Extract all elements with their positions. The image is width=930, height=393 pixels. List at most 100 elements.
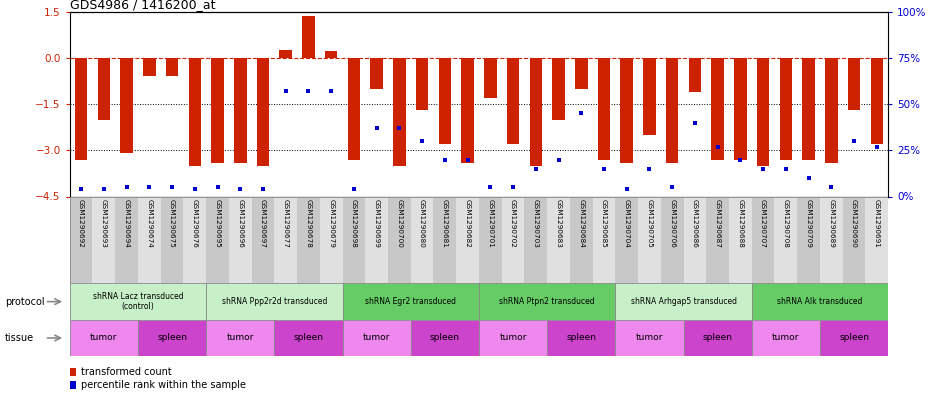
Bar (274, 196, 297, 283)
Text: GSM1290707: GSM1290707 (760, 199, 766, 248)
Bar (620, 58, 633, 163)
Text: GSM1290706: GSM1290706 (670, 199, 675, 248)
Point (642, 166, 657, 172)
Bar (189, 58, 201, 166)
Text: GSM1290691: GSM1290691 (874, 199, 880, 248)
Point (210, 184, 225, 190)
Point (778, 166, 793, 172)
Bar (688, 58, 701, 92)
Text: shRNA Arhgap5 transduced: shRNA Arhgap5 transduced (631, 297, 737, 306)
Bar (820, 196, 843, 283)
Text: spleen: spleen (430, 334, 459, 342)
Text: GSM1290686: GSM1290686 (692, 199, 698, 248)
Bar (479, 196, 501, 283)
Text: GSM1290689: GSM1290689 (829, 199, 834, 248)
Bar (98, 58, 110, 119)
Bar (457, 196, 479, 283)
Text: GSM1290692: GSM1290692 (78, 199, 84, 248)
Bar (70, 283, 206, 320)
Text: GSM1290698: GSM1290698 (351, 199, 357, 248)
Text: GSM1290685: GSM1290685 (601, 199, 607, 248)
Bar (507, 58, 519, 144)
Bar (393, 58, 405, 166)
Bar (757, 58, 769, 166)
Text: tumor: tumor (227, 334, 254, 342)
Point (347, 186, 362, 192)
Text: shRNA Ppp2r2d transduced: shRNA Ppp2r2d transduced (221, 297, 327, 306)
Text: protocol: protocol (5, 297, 45, 307)
Text: GSM1290688: GSM1290688 (737, 199, 743, 248)
Text: GDS4986 / 1416200_at: GDS4986 / 1416200_at (70, 0, 215, 11)
Bar (547, 320, 616, 356)
Bar (416, 58, 429, 110)
Text: tumor: tumor (499, 334, 526, 342)
Text: transformed count: transformed count (81, 367, 172, 377)
Bar (257, 58, 269, 166)
Bar (570, 196, 592, 283)
Text: percentile rank within the sample: percentile rank within the sample (81, 380, 246, 390)
Text: shRNA Ptpn2 transduced: shRNA Ptpn2 transduced (499, 297, 595, 306)
Point (711, 143, 725, 150)
Point (619, 186, 634, 192)
Bar (751, 283, 888, 320)
Text: GSM1290680: GSM1290680 (419, 199, 425, 248)
Bar (206, 196, 229, 283)
Bar (866, 196, 888, 283)
Point (73, 186, 88, 192)
Bar (661, 196, 684, 283)
Bar (348, 58, 360, 160)
Bar (388, 196, 411, 283)
Bar (479, 320, 547, 356)
Point (324, 88, 339, 94)
Bar (302, 17, 314, 58)
Text: GSM1290683: GSM1290683 (555, 199, 562, 248)
Bar (848, 58, 860, 110)
Point (97, 186, 112, 192)
Bar (138, 320, 206, 356)
Bar (252, 196, 274, 283)
Bar (711, 58, 724, 160)
Text: spleen: spleen (703, 334, 733, 342)
Bar (206, 320, 274, 356)
Text: GSM1290678: GSM1290678 (305, 199, 312, 248)
Text: spleen: spleen (566, 334, 596, 342)
Text: GSM1290703: GSM1290703 (533, 199, 538, 248)
Bar (775, 196, 797, 283)
Point (733, 156, 748, 163)
Point (801, 175, 816, 181)
Bar (183, 196, 206, 283)
Bar (575, 58, 588, 89)
Bar (820, 320, 888, 356)
Point (142, 184, 157, 190)
Bar (461, 58, 473, 163)
Bar (616, 196, 638, 283)
Bar (211, 58, 224, 163)
Bar (138, 196, 161, 283)
Point (415, 138, 430, 144)
Bar (525, 196, 547, 283)
Point (551, 156, 566, 163)
Text: GSM1290697: GSM1290697 (260, 199, 266, 248)
Text: GSM1290674: GSM1290674 (146, 199, 153, 248)
Point (574, 110, 589, 116)
Bar (166, 58, 179, 76)
Point (369, 125, 384, 131)
Text: tumor: tumor (772, 334, 800, 342)
Bar (644, 58, 656, 135)
Point (824, 184, 839, 190)
Text: GSM1290695: GSM1290695 (215, 199, 220, 248)
Text: GSM1290687: GSM1290687 (714, 199, 721, 248)
Bar (74, 58, 87, 160)
Point (278, 88, 293, 94)
Text: tumor: tumor (90, 334, 117, 342)
Text: GSM1290696: GSM1290696 (237, 199, 244, 248)
Text: shRNA Egr2 transduced: shRNA Egr2 transduced (365, 297, 457, 306)
Bar (433, 196, 457, 283)
Bar (734, 58, 747, 160)
Text: GSM1290677: GSM1290677 (283, 199, 288, 248)
Bar (729, 196, 751, 283)
Point (483, 184, 498, 190)
Point (506, 184, 521, 190)
Point (665, 184, 680, 190)
Bar (684, 320, 751, 356)
